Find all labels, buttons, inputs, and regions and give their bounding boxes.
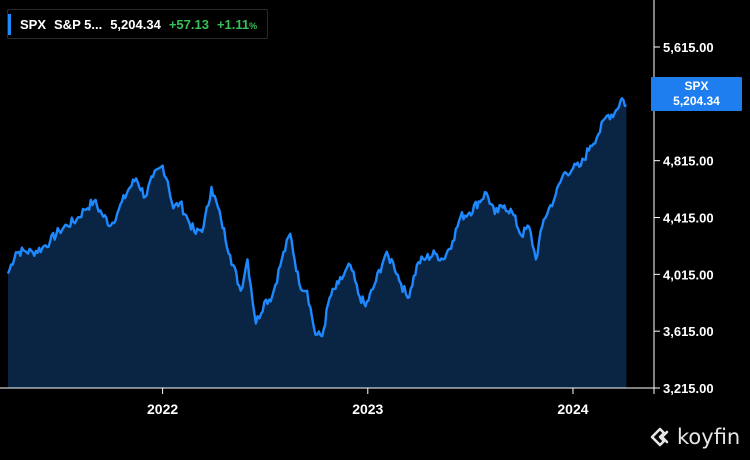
legend-ticker: SPX: [20, 16, 47, 32]
koyfin-logo-text: koyfin: [677, 425, 741, 449]
x-tick-label: 2023: [352, 401, 383, 417]
x-tick-label: 2024: [557, 401, 588, 417]
y-tick-label: 3,615.00: [663, 324, 714, 339]
koyfin-logo: koyfin: [649, 425, 740, 449]
y-tick-label: 4,415.00: [663, 211, 714, 226]
last-price-tag: SPX 5,204.34: [651, 77, 742, 111]
y-tick-label: 5,615.00: [663, 40, 714, 55]
legend-price: 5,204.34: [110, 16, 161, 32]
price-line-series: [6, 97, 627, 338]
series-legend[interactable]: SPX S&P 5... 5,204.34 +57.13 +1.11%: [7, 9, 269, 39]
price-tag-ticker: SPX: [684, 79, 709, 93]
price-area-fill: [8, 98, 627, 389]
koyfin-logo-icon: [650, 427, 669, 447]
y-tick-label: 3,215.00: [663, 381, 714, 396]
x-tick-label: 2022: [147, 401, 178, 417]
legend-name: S&P 5...: [54, 16, 103, 32]
x-axis-ticks: 2022 2023 2024: [147, 388, 589, 417]
y-tick-label: 4,815.00: [663, 154, 714, 169]
y-tick-label: 4,015.00: [663, 267, 714, 282]
y-axis-ticks: 5,615.00 4,815.00 4,415.00 4,015.00 3,615.00…: [654, 40, 714, 396]
legend-change-pct: +1.11%: [216, 16, 258, 32]
price-tag-price: 5,204.34: [673, 94, 720, 108]
legend-change: +57.13: [168, 16, 209, 32]
series-color-swatch: [8, 14, 11, 35]
